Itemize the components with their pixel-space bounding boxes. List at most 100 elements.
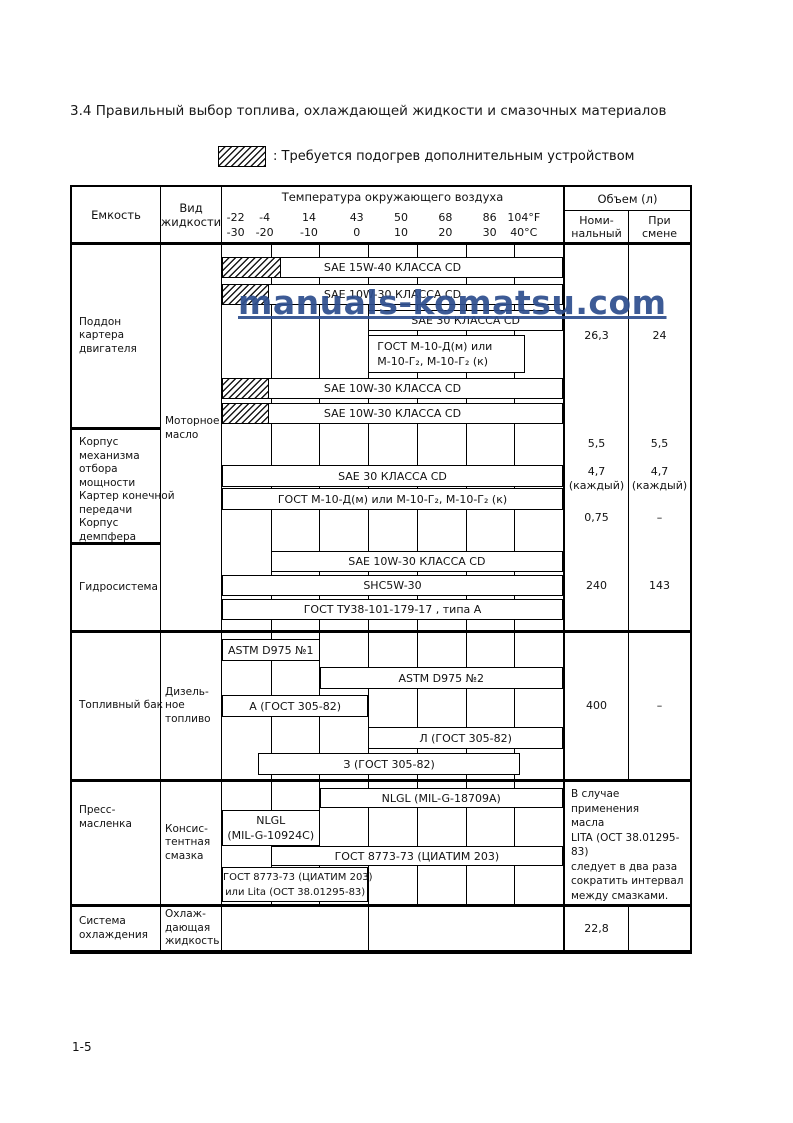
oil-spec-bar: ГОСТ 8773-73 (ЦИАТИМ 203) или Lita (ОСТ 3… — [222, 867, 373, 902]
grid-line — [270, 245, 272, 427]
fluid-line: масло — [165, 428, 199, 441]
fluid-line: дающая — [165, 921, 211, 934]
bar-label: или Lita (ОСТ 38.01295-83) — [225, 886, 366, 898]
capacity-line: отбора — [79, 463, 118, 475]
capacity-line: картера — [79, 329, 125, 342]
page-number: 1-5 — [72, 1040, 92, 1054]
header-nominal: Номи- нальный — [571, 213, 622, 240]
bar-label: SHC5W-30 — [363, 579, 422, 592]
volume-value: 5,5 — [629, 437, 690, 451]
bar-label: SAE 10W-30 КЛАССА CD — [348, 555, 486, 568]
note-line: масла — [571, 817, 605, 829]
temp-tick: -10 — [299, 226, 318, 239]
grease-note: В случае применения масла LITA (ОСТ 38.012… — [565, 782, 690, 904]
temp-tick: -22 — [226, 211, 245, 224]
capacity-line: Система — [79, 915, 126, 927]
volume-nominal: 26,3 — [565, 245, 628, 427]
volume-value: 240 — [586, 579, 607, 592]
temp-tick: 68 — [438, 211, 453, 224]
volume-value: 143 — [649, 579, 670, 592]
note-line: LITA (ОСТ 38.01295-83) — [571, 831, 680, 859]
grid-line — [319, 245, 321, 427]
section-hydraulic-system: Гидросистема SAE 10W-30 КЛАССА CD SHC5W-30… — [72, 542, 690, 630]
volume-line: – — [656, 511, 663, 524]
volume-nominal: 22,8 — [565, 907, 628, 950]
bar-label: SAE 30 КЛАССА CD — [338, 469, 447, 483]
capacity-line: Корпус — [79, 436, 119, 448]
volume-line: (каждый) — [631, 479, 688, 492]
bar-label: SAE 10W-30 КЛАССА CD — [323, 407, 462, 420]
volume-value: 400 — [586, 699, 607, 712]
oil-spec-bar: ГОСТ 8773-73 (ЦИАТИМ 203) — [270, 846, 563, 866]
bar-label: NLGL (MIL-G-18709A) — [381, 791, 501, 805]
volume-nominal: 5,5 4,7 (каждый) 0,75 — [565, 427, 628, 544]
note-line: следует в два раза — [571, 860, 678, 873]
header-volume: Объем (л) Номи- нальный При смене — [565, 187, 690, 242]
fluid-line: Моторное — [165, 415, 220, 427]
table-body: Поддон картера двигателя Моторное масло SAE 1… — [72, 245, 690, 950]
fluid-type-label — [161, 427, 222, 544]
volume-nominal: 400 — [565, 633, 628, 779]
volume-value: – — [629, 511, 690, 525]
capacity-line: механизма — [79, 449, 140, 462]
fluid-type-label: Дизель-ное топливо — [161, 633, 222, 779]
temp-chart-area: NLGL (MIL-G-18709A) NLGL (MIL-G-10924C) ГОС… — [222, 782, 565, 904]
capacity-line: Пресс- — [79, 804, 116, 816]
temp-tick: 50 — [394, 211, 409, 224]
oil-spec-bar: SAE 10W-30 КЛАССА CD — [222, 403, 563, 424]
capacity-line: масленка — [79, 817, 132, 830]
grid-line — [416, 782, 418, 904]
bar-label: ГОСТ М-10-Д(м) или — [377, 340, 493, 353]
section-cooling-system: Система охлаждения Охлаж-дающая жидкость 22,… — [72, 904, 690, 950]
grid-line — [368, 907, 370, 950]
capacity-line: двигателя — [79, 342, 137, 355]
bar-hatch — [223, 285, 269, 304]
temp-chart-area: ASTM D975 №1 ASTM D975 №2 А (ГОСТ 305-82) Л… — [222, 633, 565, 779]
table-header: Емкость Вид жидкости Температура окружаю… — [72, 187, 690, 245]
volume-refill — [628, 907, 690, 950]
fluid-type-label: Консис-тентная смазка — [161, 782, 222, 904]
capacity-label: Топливный бак — [72, 633, 163, 779]
volume-line: 4,7 — [587, 465, 606, 478]
header-capacity: Емкость — [72, 187, 161, 242]
fluid-type-label — [161, 542, 222, 630]
volume-value: 24 — [652, 329, 667, 342]
temperature-title: Температура окружающего воздуха — [281, 190, 504, 204]
capacity-line: Гидросистема — [79, 580, 158, 593]
capacity-label: Система охлаждения — [72, 907, 161, 950]
grid-line — [514, 633, 516, 779]
watermark: manuals-komatsu.com — [238, 283, 667, 322]
hatch-legend-icon — [218, 146, 266, 167]
oil-spec-bar: SAE 30 КЛАССА CD — [222, 465, 563, 487]
oil-spec-bar: SAE 10W-30 КЛАССА CD — [270, 551, 563, 572]
capacity-label: Корпус механизма отбора мощности Картер коне… — [72, 427, 175, 544]
volume-refill: 24 — [628, 245, 690, 427]
bar-label: ASTM D975 №1 — [227, 643, 314, 657]
volume-line: (каждый) — [568, 479, 625, 492]
capacity-line: демпфера — [79, 530, 137, 543]
bar-hatch — [223, 258, 281, 277]
header-fluid-type: Вид жидкости — [161, 187, 222, 242]
oil-spec-bar: SAE 10W-30 КЛАССА CD — [222, 284, 563, 305]
temp-ticks-celsius: -30 -20 -10 0 10 20 30 40°C — [222, 226, 563, 240]
bar-label: ASTM D975 №2 — [398, 671, 485, 685]
temp-tick: 40°C — [510, 226, 538, 239]
oil-spec-bar: NLGL (MIL-G-18709A) — [319, 788, 563, 808]
volume-title: Объем (л) — [565, 187, 690, 211]
volume-nominal: 240 — [565, 542, 628, 630]
volume-refill: 5,5 4,7 (каждый) – — [628, 427, 690, 544]
fluid-line: Дизель- — [165, 685, 209, 698]
capacity-line: Картер конечной — [79, 490, 175, 502]
note-line: между смазками. — [571, 889, 669, 902]
fluid-line: Консис- — [165, 822, 208, 835]
fluid-line: Охлаж- — [165, 908, 206, 921]
bar-label: ГОСТ 8773-73 (ЦИАТИМ 203) — [334, 849, 500, 863]
capacity-line: передачи — [79, 503, 133, 516]
volume-refill: – — [628, 633, 690, 779]
oil-spec-bar: SAE 30 КЛАССА CD — [368, 310, 563, 331]
temp-chart-area: SAE 10W-30 КЛАССА CD SHC5W-30 ГОСТ ТУ38-10… — [222, 542, 565, 630]
oil-spec-bar: ГОСТ М-10-Д(м) или М-10-Г₂, М-10-Г₂ (к) — [222, 488, 563, 510]
bar-label: SAE 15W-40 КЛАССА CD — [323, 261, 462, 274]
temp-tick: 0 — [353, 226, 361, 239]
